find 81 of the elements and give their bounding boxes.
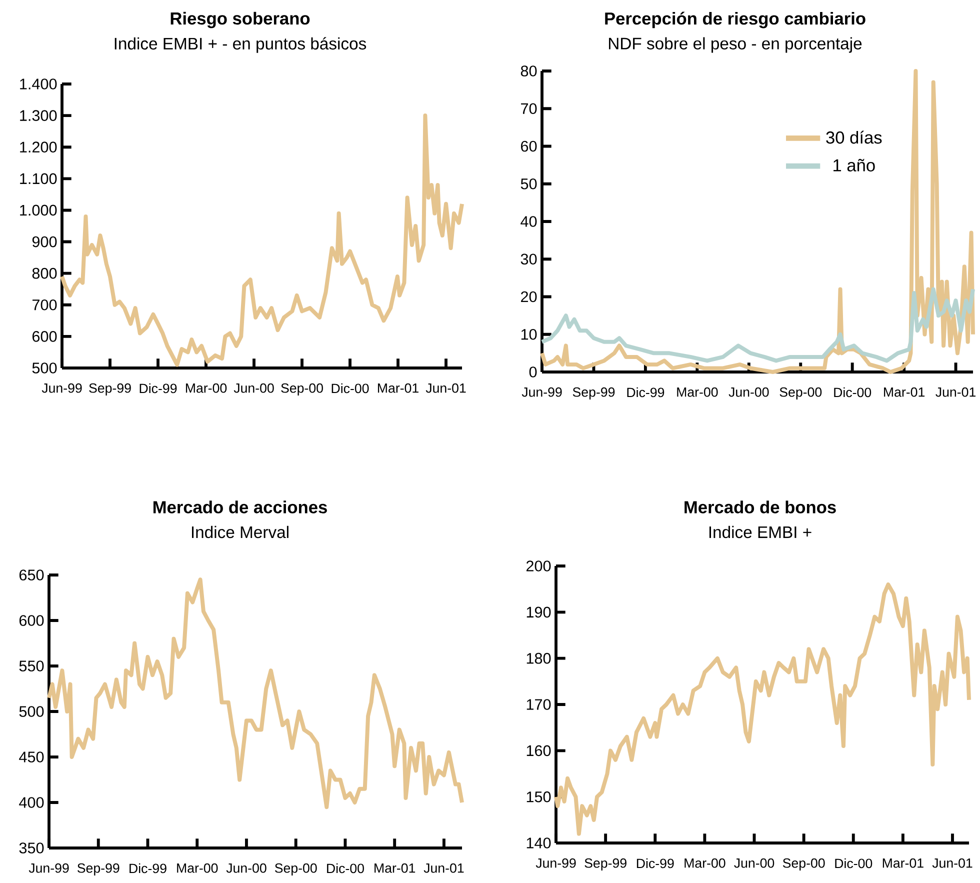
x-tick-label: Jun-00 [226, 863, 266, 873]
y-tick-label: 1.200 [20, 142, 57, 153]
x-tick-label: Mar-00 [177, 863, 218, 873]
x-tick-label: Sep-00 [780, 387, 822, 400]
y-tick-label: 10 [521, 328, 537, 340]
y-tick-label: 1.000 [20, 204, 57, 216]
x-tick-label: Mar-01 [882, 858, 924, 868]
y-tick-label: 900 [32, 236, 57, 248]
y-tick-label: 150 [526, 791, 551, 802]
x-tick-label: Jun-00 [728, 387, 769, 397]
y-tick-label: 180 [526, 652, 551, 664]
y-tick-label: 1.400 [20, 78, 57, 90]
x-tick-label: Mar-00 [186, 383, 227, 393]
x-tick-label: Mar-00 [677, 387, 718, 397]
x-tick-label: Dic-00 [834, 387, 872, 398]
x-tick-label: Jun-01 [932, 858, 972, 868]
x-tick-label: Jun-01 [424, 863, 464, 873]
y-tick-label: 500 [32, 362, 57, 374]
y-tick-label: 0 [529, 366, 537, 378]
y-tick-label: 20 [521, 291, 537, 302]
x-tick-label: Jun-00 [234, 383, 274, 393]
y-tick-label: 1.100 [20, 173, 57, 184]
y-tick-label: 200 [526, 560, 551, 572]
x-tick-label: Dic-99 [627, 387, 664, 398]
x-tick-label: Jun-00 [734, 858, 774, 868]
legend-label: 1 año [834, 158, 875, 172]
x-tick-label: Dic-00 [327, 863, 364, 874]
y-tick-label: 30 [520, 254, 537, 265]
y-tick-label: 50 [520, 178, 537, 190]
x-tick-label: Jun-99 [536, 858, 576, 868]
line-series [60, 114, 464, 367]
y-tick-label: 500 [19, 706, 44, 717]
x-tick-label: Sep-99 [572, 387, 615, 400]
y-tick-label: 140 [526, 838, 551, 848]
x-tick-label: Jun-01 [426, 383, 466, 393]
x-tick-label: Mar-01 [884, 387, 925, 397]
chart-title: Riesgo soberano [170, 12, 310, 28]
y-tick-label: 400 [19, 797, 44, 808]
y-tick-label: 450 [19, 752, 44, 762]
legend-label: 30 días [826, 130, 882, 144]
chart-title: Percepción de riesgo cambiario [605, 12, 866, 28]
y-tick-label: 190 [526, 606, 551, 618]
x-tick-label: Mar-01 [378, 383, 418, 393]
x-tick-label: Sep-99 [77, 863, 120, 876]
y-tick-label: 70 [521, 103, 537, 114]
x-tick-label: Dic-99 [140, 383, 177, 394]
x-tick-label: Jun-01 [936, 387, 976, 397]
y-tick-label: 700 [32, 299, 57, 310]
x-tick-label: Jun-99 [42, 383, 82, 393]
x-tick-label: Sep-00 [274, 863, 317, 876]
chart-title: Mercado de acciones [153, 500, 327, 514]
x-tick-label: Dic-00 [835, 858, 872, 868]
y-tick-label: 160 [526, 745, 551, 756]
chart-title: Mercado de bonos [684, 500, 836, 514]
y-tick-label: 650 [19, 570, 44, 580]
chart-subtitle: NDF sobre el peso - en porcentaje [608, 37, 862, 53]
x-tick-label: Dic-99 [636, 858, 674, 868]
y-tick-label: 600 [32, 331, 57, 342]
y-tick-label: 800 [32, 268, 57, 279]
y-tick-label: 1.300 [20, 110, 57, 121]
x-tick-label: Mar-00 [684, 858, 726, 868]
x-tick-label: Sep-00 [782, 858, 825, 870]
line-series [47, 578, 464, 810]
y-tick-label: 80 [520, 66, 537, 76]
chart-subtitle: Indice EMBI + - en puntos básicos [114, 37, 366, 53]
y-tick-label: 550 [19, 660, 44, 672]
y-tick-label: 350 [19, 842, 44, 854]
y-tick-label: 170 [526, 699, 551, 710]
chart-subtitle: Indice EMBI + [709, 526, 812, 538]
x-tick-label: Dic-00 [332, 383, 369, 394]
x-tick-label: Mar-01 [374, 863, 416, 873]
x-tick-label: Jun-99 [28, 863, 69, 873]
x-tick-label: Jun-99 [522, 387, 562, 397]
y-tick-label: 60 [521, 140, 537, 152]
x-tick-label: Sep-99 [584, 858, 626, 870]
y-tick-label: 40 [520, 216, 537, 227]
x-tick-label: Sep-99 [89, 383, 131, 396]
y-tick-label: 600 [19, 615, 44, 626]
x-tick-label: Dic-99 [130, 863, 166, 874]
x-tick-label: Sep-00 [281, 383, 323, 396]
chart-subtitle: Indice Merval [192, 526, 288, 538]
